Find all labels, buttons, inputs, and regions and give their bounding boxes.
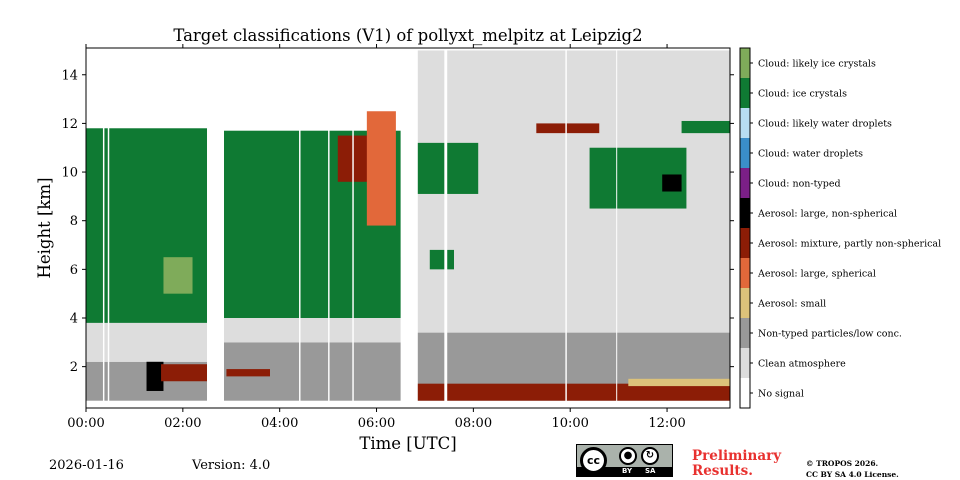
- class-region-11: [366, 111, 396, 226]
- y-axis-label: Height [km]: [35, 177, 54, 278]
- y-tick-label-6: 14: [61, 68, 78, 83]
- y-tick-label-5: 12: [61, 117, 78, 132]
- legend-swatch-9: [740, 108, 750, 138]
- version-label: Version: 4.0: [192, 458, 271, 473]
- legend-frame: [739, 47, 751, 409]
- class-colorbar-legend: Cloud: likely ice crystals Cloud: ice cry…: [739, 47, 941, 409]
- x-tick-label-2: 04:00: [261, 416, 298, 431]
- class-region-20: [681, 120, 730, 134]
- copyright-notice: © TROPOS 2026. CC BY SA 4.0 License.: [806, 459, 899, 480]
- data-gap-1: [400, 48, 418, 408]
- legend-swatch-3: [740, 288, 750, 318]
- legend-label-4: Aerosol: large, spherical: [757, 269, 876, 280]
- x-tick-label-5: 10:00: [551, 416, 588, 431]
- legend-label-7: Cloud: non-typed: [758, 179, 841, 190]
- x-tick-label-4: 08:00: [455, 416, 492, 431]
- cc-badge-strip: [577, 467, 672, 476]
- legend-swatch-0: [740, 378, 750, 408]
- x-tick-label-6: 12:00: [648, 416, 685, 431]
- data-gap-9: [616, 48, 618, 408]
- legend-swatch-7: [740, 168, 750, 198]
- classification-heatmap: [86, 48, 730, 408]
- preliminary-notice: Preliminary Results.: [692, 449, 781, 479]
- legend-swatch-6: [740, 198, 750, 228]
- data-gap-4: [299, 48, 301, 408]
- legend-swatch-8: [740, 138, 750, 168]
- data-gap-5: [328, 48, 330, 408]
- sa-label: SA: [645, 467, 656, 475]
- y-tick-label-2: 6: [70, 263, 78, 278]
- legend-swatch-2: [740, 318, 750, 348]
- class-region-17: [429, 249, 454, 270]
- legend-label-2: Non-typed particles/low conc.: [758, 329, 902, 340]
- legend-label-5: Aerosol: mixture, partly non-spherical: [757, 239, 941, 250]
- class-region-15: [628, 378, 730, 387]
- y-axis: 2 4 6 8 10 12 14: [61, 68, 734, 375]
- class-region-3: [163, 257, 193, 294]
- class-region-9: [226, 369, 270, 377]
- by-label: BY: [622, 467, 633, 475]
- copyright-line-2: CC BY SA 4.0 License.: [806, 469, 899, 479]
- data-gap-3: [107, 48, 110, 408]
- plot-area: [85, 47, 731, 409]
- class-region-21: [536, 123, 600, 134]
- x-tick-label-1: 02:00: [164, 416, 201, 431]
- preliminary-line-1: Preliminary: [692, 448, 782, 464]
- x-tick-label-0: 00:00: [67, 416, 104, 431]
- class-region-5: [161, 364, 208, 382]
- legend-label-3: Aerosol: small: [757, 299, 826, 310]
- copyright-line-1: © TROPOS 2026.: [806, 459, 879, 468]
- y-tick-label-1: 4: [70, 312, 78, 327]
- date-label: 2026-01-16: [49, 458, 124, 473]
- legend-swatch-1: [740, 348, 750, 378]
- share-alike-icon: ↻: [641, 447, 659, 465]
- chart-title: Target classifications (V1) of pollyxt_m…: [173, 26, 642, 45]
- class-region-16: [417, 142, 479, 194]
- y-tick-label-3: 8: [70, 214, 78, 229]
- legend-swatch-11: [740, 48, 750, 78]
- class-region-4: [146, 361, 164, 391]
- y-tick-label-4: 10: [61, 166, 78, 181]
- person-icon: ●: [619, 447, 637, 465]
- preliminary-line-2: Results.: [692, 463, 753, 479]
- class-region-14: [417, 383, 730, 401]
- legend-swatch-5: [740, 228, 750, 258]
- legend-label-0: No signal: [758, 389, 804, 400]
- data-gap-6: [352, 48, 354, 408]
- y-tick-label-0: 2: [70, 360, 78, 375]
- class-region-19: [662, 174, 682, 192]
- legend-label-9: Cloud: likely water droplets: [758, 119, 892, 130]
- legend-label-6: Aerosol: large, non-spherical: [757, 209, 897, 220]
- cc-license-badge: cc ● ↻ BY SA: [576, 444, 673, 477]
- data-gap-7: [444, 48, 448, 408]
- data-gap-0: [207, 48, 224, 408]
- data-gap-8: [565, 48, 567, 408]
- legend-label-1: Clean atmosphere: [758, 359, 846, 370]
- legend-swatch-10: [740, 78, 750, 108]
- x-axis: 00:00 02:00 04:00 06:00 08:00 10:00 12:00: [67, 44, 686, 431]
- plot-frame: [85, 47, 731, 409]
- data-gap-2: [102, 48, 105, 408]
- x-tick-label-3: 06:00: [358, 416, 395, 431]
- legend-label-8: Cloud: water droplets: [758, 149, 863, 160]
- legend-swatch-4: [740, 258, 750, 288]
- legend-label-10: Cloud: ice crystals: [758, 89, 847, 100]
- x-axis-label: Time [UTC]: [359, 434, 456, 453]
- cc-icon: cc: [580, 447, 607, 474]
- legend-label-11: Cloud: likely ice crystals: [758, 59, 876, 70]
